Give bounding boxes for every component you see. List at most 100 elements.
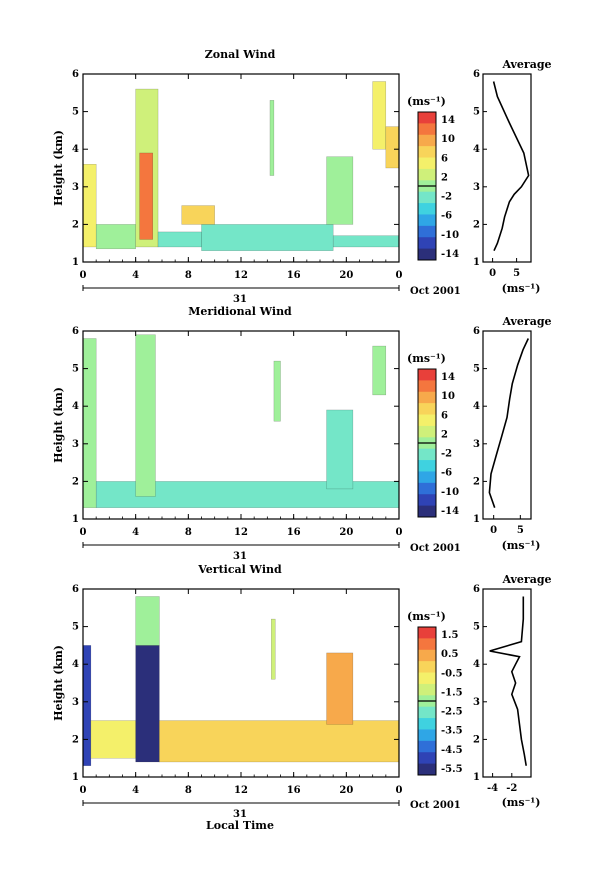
colorbar-swatch [418, 763, 436, 776]
average-x-tick-label: -4 [487, 783, 498, 794]
colorbar-swatch [418, 380, 436, 393]
average-y-tick-label: 1 [473, 514, 480, 525]
colorbar-tick-label: -14 [441, 249, 459, 260]
date-day: 31 [233, 809, 247, 820]
average-y-tick-label: 1 [473, 772, 480, 783]
y-tick-label: 4 [72, 401, 79, 412]
colorbar-tick-label: -4.5 [441, 745, 463, 756]
colorbar-swatch [418, 649, 436, 662]
y-tick-label: 5 [72, 364, 79, 375]
y-tick-label: 4 [72, 144, 79, 155]
colorbar-swatch [418, 718, 436, 730]
average-y-tick-label: 3 [473, 439, 480, 450]
colorbar-tick-label: 14 [441, 115, 455, 126]
x-tick-label: 0 [80, 785, 87, 796]
y-tick-label: 6 [72, 584, 79, 595]
colorbar-swatch [418, 248, 436, 261]
colorbar-zonal: 14 10 6 2 -2 -6 -10 -14 [417, 111, 459, 261]
average-y-tick-label: 4 [473, 659, 480, 670]
average-profile-vertical: 1 2 3 4 5 6 -4 -2 [473, 584, 532, 794]
y-axis-label: Height (km) [52, 645, 65, 721]
colorbar-tick-label: -6 [441, 211, 452, 222]
heatmap-cell [95, 224, 136, 250]
heatmap-cell [83, 338, 97, 508]
colorbar-swatch [418, 146, 436, 159]
heatmap-cell [159, 720, 399, 763]
colorbar-swatch [418, 448, 436, 461]
heatmap-cell [157, 231, 202, 248]
x-tick-label: 0 [80, 527, 87, 538]
colorbar-tick-label: -10 [441, 487, 459, 498]
average-frame [482, 330, 532, 520]
colorbar-unit: (ms⁻¹) [407, 352, 446, 365]
y-tick-label: 5 [72, 622, 79, 633]
heatmap-cell [135, 596, 160, 646]
x-tick-label: 20 [339, 785, 353, 796]
average-x-tick-label: 5 [513, 268, 520, 279]
colorbar-tick-label: -3.5 [441, 726, 463, 737]
y-tick-label: 3 [72, 697, 79, 708]
date-day: 31 [233, 294, 247, 305]
average-x-label: (ms⁻¹) [502, 796, 541, 809]
colorbar-swatch [418, 403, 436, 416]
x-tick-label: 20 [339, 527, 353, 538]
x-tick-label: 4 [132, 785, 139, 796]
colorbar-swatch [418, 661, 436, 674]
y-axis-label: Height (km) [52, 387, 65, 463]
y-tick-label: 6 [72, 326, 79, 337]
y-axis-label: Height (km) [52, 130, 65, 206]
heatmap-zonal [83, 81, 399, 251]
date-day: 31 [233, 551, 247, 562]
colorbar-swatch [418, 425, 436, 438]
date-month: Oct 2001 [410, 800, 461, 811]
colorbar-swatch [418, 414, 436, 427]
average-x-tick-label: 0 [490, 525, 497, 536]
heatmap-cell [326, 156, 354, 225]
average-y-tick-label: 2 [473, 476, 480, 487]
y-tick-label: 1 [72, 514, 79, 525]
colorbar-tick-label: -0.5 [441, 668, 463, 679]
colorbar-tick-label: 10 [441, 134, 455, 145]
colorbar-tick-label: 14 [441, 372, 455, 383]
colorbar-tick-label: 2 [441, 429, 448, 440]
colorbar-tick-label: -10 [441, 230, 459, 241]
colorbar-tick-label: -6 [441, 468, 452, 479]
x-axis-label: Local Time [206, 819, 274, 832]
y-tick-label: 5 [72, 107, 79, 118]
y-tick-label: 2 [72, 476, 79, 487]
average-y-tick-label: 6 [473, 326, 480, 337]
x-tick-label: 20 [339, 270, 353, 281]
colorbar-swatch [418, 460, 436, 472]
colorbar-swatch [418, 237, 436, 250]
x-tick-label: 8 [185, 527, 192, 538]
x-tick-label: 12 [234, 785, 248, 796]
average-y-tick-label: 5 [473, 107, 480, 118]
heatmap-cell [271, 618, 276, 680]
heatmap-cell [135, 334, 156, 497]
colorbar-swatch [418, 168, 436, 181]
x-tick-label: 16 [287, 527, 301, 538]
heatmap-cell [201, 224, 334, 251]
colorbar-swatch [418, 482, 436, 495]
average-title: Average [501, 573, 551, 586]
average-profile-meridional: 1 2 3 4 5 6 0 5 [473, 326, 532, 536]
y-tick-label: 2 [72, 219, 79, 230]
date-month: Oct 2001 [410, 543, 461, 554]
average-y-tick-label: 6 [473, 69, 480, 80]
x-tick-label: 16 [287, 270, 301, 281]
heatmap-cell [273, 360, 281, 422]
x-tick-label: 12 [234, 270, 248, 281]
heatmap-cell [372, 81, 387, 150]
colorbar-swatch [418, 134, 436, 147]
colorbar-swatch [418, 369, 436, 381]
x-tick-label: 0 [80, 270, 87, 281]
average-x-label: (ms⁻¹) [502, 282, 541, 295]
average-frame [482, 588, 532, 778]
colorbar-swatch [418, 123, 436, 136]
heatmap-cell [139, 152, 153, 240]
colorbar-swatch [418, 494, 436, 507]
